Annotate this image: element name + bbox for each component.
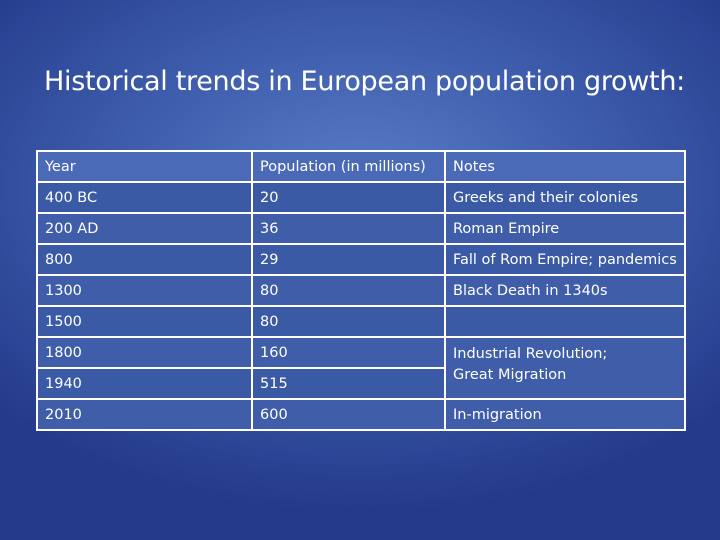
header-notes: Notes bbox=[444, 150, 686, 183]
table-row: 400 BC 20 Greeks and their colonies bbox=[36, 181, 686, 214]
population-cell: 29 bbox=[251, 243, 446, 276]
population-cell: 515 bbox=[251, 367, 446, 400]
notes-cell bbox=[444, 305, 686, 338]
table-row: 800 29 Fall of Rom Empire; pandemics bbox=[36, 243, 686, 276]
table-row: 1500 80 bbox=[36, 305, 686, 338]
header-population: Population (in millions) bbox=[251, 150, 446, 183]
year-cell: 1940 bbox=[36, 367, 253, 400]
notes-cell: Black Death in 1340s bbox=[444, 274, 686, 307]
year-cell: 2010 bbox=[36, 398, 253, 431]
notes-cell: In-migration bbox=[444, 398, 686, 431]
table-row: 1300 80 Black Death in 1340s bbox=[36, 274, 686, 307]
table-header-row: Year Population (in millions) Notes bbox=[36, 150, 686, 183]
year-cell: 200 AD bbox=[36, 212, 253, 245]
table-row: 2010 600 In-migration bbox=[36, 398, 686, 431]
population-cell: 80 bbox=[251, 305, 446, 338]
year-cell: 800 bbox=[36, 243, 253, 276]
year-cell: 1800 bbox=[36, 336, 253, 369]
notes-line: Industrial Revolution; bbox=[453, 346, 608, 362]
notes-cell: Fall of Rom Empire; pandemics bbox=[444, 243, 686, 276]
notes-cell: Roman Empire bbox=[444, 212, 686, 245]
header-year: Year bbox=[36, 150, 253, 183]
population-table: Year Population (in millions) Notes 400 … bbox=[36, 150, 686, 431]
population-cell: 20 bbox=[251, 181, 446, 214]
year-cell: 400 BC bbox=[36, 181, 253, 214]
population-cell: 160 bbox=[251, 336, 446, 369]
notes-cell: Greeks and their colonies bbox=[444, 181, 686, 214]
population-cell: 600 bbox=[251, 398, 446, 431]
notes-line: Great Migration bbox=[453, 367, 567, 383]
notes-cell-merged: Industrial Revolution; Great Migration bbox=[444, 336, 686, 400]
year-cell: 1500 bbox=[36, 305, 253, 338]
table-row: 1940 515 bbox=[36, 367, 685, 400]
slide-title: Historical trends in European population… bbox=[44, 66, 685, 97]
population-cell: 80 bbox=[251, 274, 446, 307]
population-cell: 36 bbox=[251, 212, 446, 245]
year-cell: 1300 bbox=[36, 274, 253, 307]
table-row: 200 AD 36 Roman Empire bbox=[36, 212, 686, 245]
table-row: 1800 160 Industrial Revolution; Great Mi… bbox=[36, 336, 686, 400]
